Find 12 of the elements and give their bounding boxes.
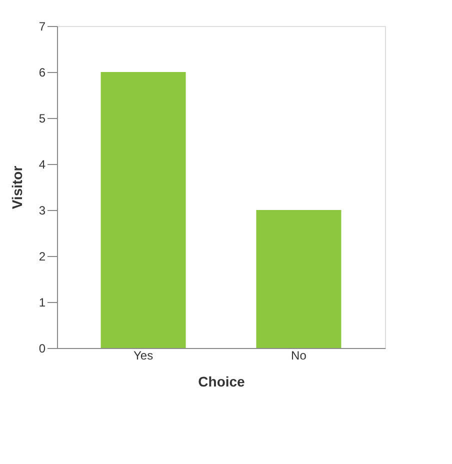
y-tick-label: 0 [38,342,46,356]
y-tick-label: 1 [38,296,46,310]
x-tick-label: Yes [133,348,154,362]
y-tick-label: 4 [38,158,46,172]
x-tick-label: No [291,348,307,362]
x-axis-title: Choice [198,374,246,390]
y-tick-label: 6 [38,66,46,80]
y-tick-label: 5 [38,112,46,126]
y-tick-label: 7 [38,20,46,34]
y-tick-label: 3 [38,204,46,218]
y-axis-title: Visitor [8,165,25,210]
y-tick-label: 2 [38,250,46,264]
